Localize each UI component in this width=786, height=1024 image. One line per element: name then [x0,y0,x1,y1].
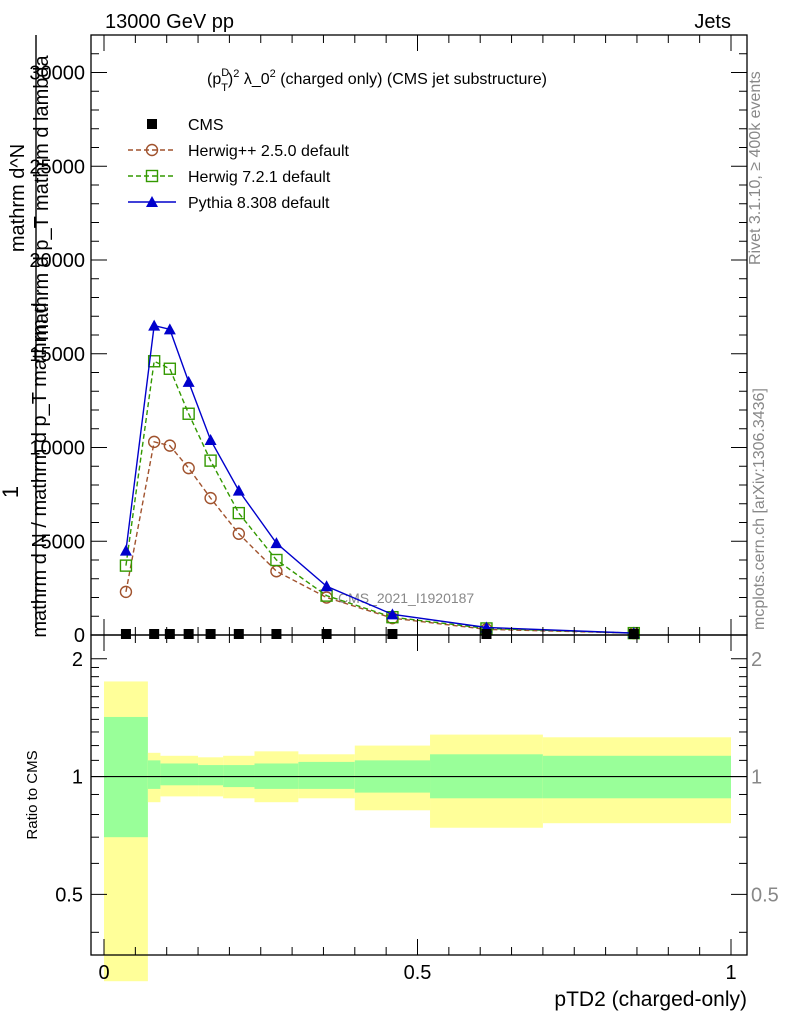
rivet-label: Rivet 3.1.10, ≥ 400k events [747,71,764,265]
series-1-point-0 [119,585,133,599]
ratio-ytick-label-right-1: 1 [751,767,762,789]
legend-item-3: Pythia 8.308 default [128,195,330,212]
legend-item-1: Herwig++ 2.5.0 default [128,143,350,160]
series-1-point-2 [163,439,177,452]
series-3-point-6 [270,537,283,549]
legend: CMS Herwig++ 2.5.0 default Herwig 7.2.1 de… [128,117,350,212]
legend-label-3: Pythia 8.308 default [188,195,330,212]
series-0-point-1 [149,629,160,639]
series-3-point-1 [148,319,161,331]
y-label-num-b: mathrm d p_T mathrm d lambda [31,54,53,340]
series-3-point-7 [320,580,333,592]
ratio-ytick-label-1: 1 [72,767,83,789]
series-1-point-1 [147,435,161,449]
main-ytick-label-1: 5000 [41,531,86,553]
ratio-stat-band-1 [147,760,161,789]
main-ytick-label-2: 10000 [29,438,85,460]
ratio-ytick-label-right-0: 0.5 [751,884,779,906]
series-2-point-4 [204,454,217,467]
ratio-stat-band-6 [298,761,355,789]
legend-label-1: Herwig++ 2.5.0 default [188,143,350,160]
y-label-den: mathrm d N / mathrm d p_T mathrm d [29,302,51,637]
series-2-point-5 [232,506,246,520]
ratio-ytick-label-0: 0.5 [55,884,83,906]
series-0-point-2 [164,629,175,639]
y-label-one: 1 [0,486,23,498]
legend-label-2: Herwig 7.2.1 default [188,169,331,186]
main-ytick-label-3: 15000 [29,344,85,366]
ratio-y-axis-label: Ratio to CMS [24,750,41,839]
series-0-point-8 [387,629,398,639]
series-0 [120,629,639,639]
series-3-point-2 [163,323,176,335]
series-0-point-0 [120,629,131,639]
main-y-axis-label: 1 mathrm d^N mathrm d p_T mathrm d lambd… [0,35,53,638]
xtick-label-0: 0 [98,962,109,984]
main-plot-title: (pD T)2 λ_02 (charged only) (CMS jet subs… [207,67,547,94]
ratio-ytick-label-right-2: 2 [751,649,762,671]
main-ytick-label-4: 20000 [29,250,85,272]
main-ytick-label-5: 25000 [29,156,85,178]
y-label-num-a: mathrm d^N [7,144,29,252]
series-2-point-6 [270,553,283,567]
ratio-bands [91,681,747,982]
series-3-point-8 [386,608,399,620]
series-0-point-9 [481,629,492,639]
main-ytick-label-6: 30000 [29,63,85,85]
legend-label-0: CMS [188,117,224,134]
series-0-point-6 [271,629,282,639]
legend-item-0: CMS [147,117,224,134]
series-3-point-3 [182,375,195,387]
series-2-point-0 [119,559,133,572]
series-3-point-0 [119,544,132,556]
series-1-point-3 [182,461,195,475]
legend-item-2: Herwig 7.2.1 default [128,169,331,186]
series-0-point-5 [233,629,244,639]
series-0-point-7 [321,629,332,639]
series-2-point-1 [147,355,161,368]
series-1-point-5 [232,527,246,540]
ratio-stat-band-3 [198,765,224,786]
series-2-point-3 [182,407,195,420]
series-1-point-4 [204,491,217,505]
mcplots-label: mcplots.cern.ch [arXiv:1306.3436] [751,388,768,630]
x-axis-label: pTD2 (charged-only) [554,988,747,1011]
xtick-label-1: 0.5 [404,962,432,984]
main-series [119,319,641,640]
series-0-point-4 [205,629,216,639]
legend-marker-2 [145,169,159,183]
axes: 0 5000 10000 15000 20000 25000 30000 0.5 0.5 1 1 2 2… [29,34,779,984]
category-label: Jets [694,11,731,33]
series-0-point-10 [628,629,639,639]
ratio-plot-frame [90,634,748,956]
series-0-point-3 [183,629,194,639]
legend-marker-0 [147,119,157,129]
main-ytick-label-0: 0 [74,625,85,647]
series-1-point-6 [270,565,283,578]
ratio-ytick-label-2: 2 [72,649,83,671]
analysis-watermark: CMS_2021_I1920187 [338,590,474,606]
energy-label: 13000 GeV pp [105,11,234,33]
series-2-point-2 [163,362,177,375]
legend-marker-3 [146,196,158,207]
legend-marker-1 [145,143,159,157]
series-3-point-5 [232,484,245,496]
series-line-3 [125,324,634,634]
ratio-stat-band-2 [160,763,199,786]
series-3-point-4 [204,434,217,445]
xtick-label-2: 1 [725,962,736,984]
